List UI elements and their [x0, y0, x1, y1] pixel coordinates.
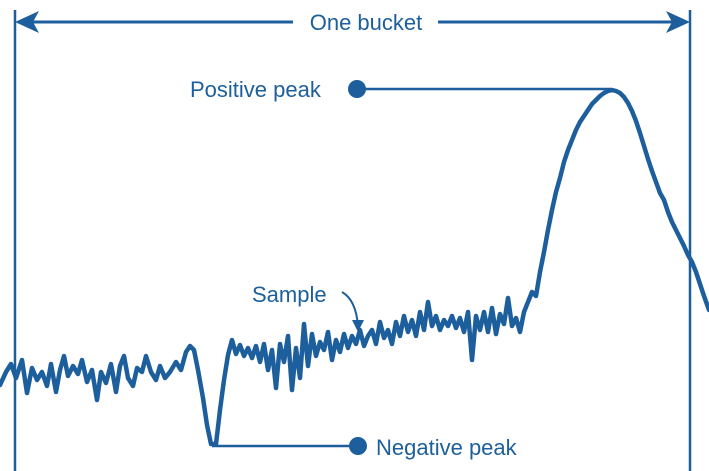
arrowhead-right-icon [666, 11, 690, 33]
bucket-width-arrow [15, 11, 690, 33]
negative-peak-label: Negative peak [376, 435, 518, 460]
sample-arrowhead-icon [352, 320, 364, 332]
bucket-label: One bucket [310, 10, 423, 35]
negative-peak-marker-icon [349, 437, 367, 455]
positive-peak-label: Positive peak [190, 77, 322, 102]
arrowhead-left-icon [15, 11, 39, 33]
sample-label: Sample [252, 282, 327, 307]
positive-peak-marker-icon [348, 80, 366, 98]
signal-waveform [0, 87, 709, 447]
